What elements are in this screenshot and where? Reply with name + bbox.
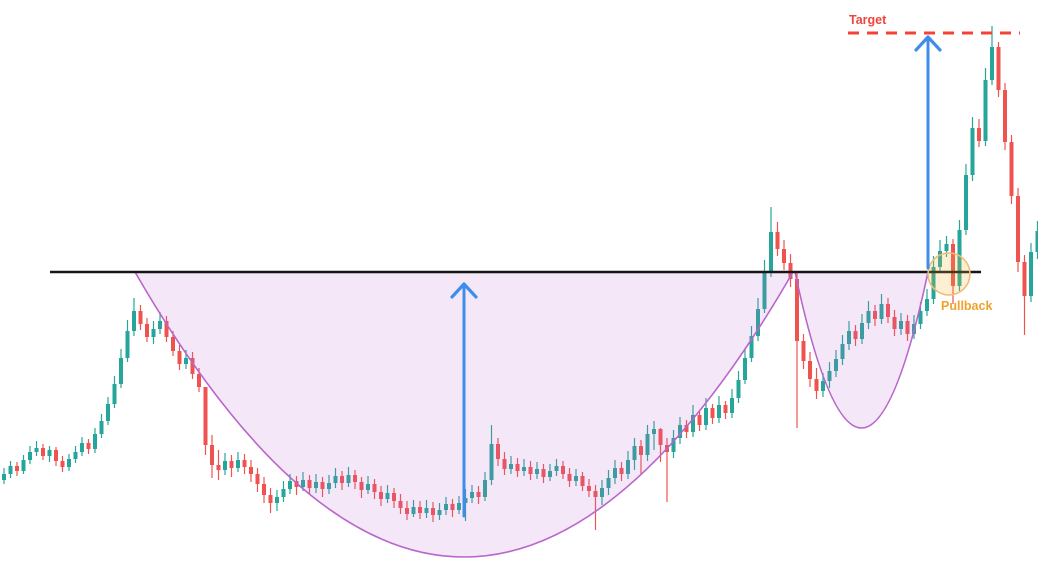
arrows-layer <box>450 35 942 518</box>
target-label: Target <box>849 13 887 27</box>
pullback-circle-layer <box>927 252 971 296</box>
candles-layer <box>2 26 1038 530</box>
pullback-label: Pullback <box>941 299 992 313</box>
handle-shape <box>794 271 929 429</box>
target-projection-arrow-head <box>914 35 942 52</box>
cup-depth-arrow-head <box>450 282 478 299</box>
cup-pattern-layer <box>134 271 929 558</box>
